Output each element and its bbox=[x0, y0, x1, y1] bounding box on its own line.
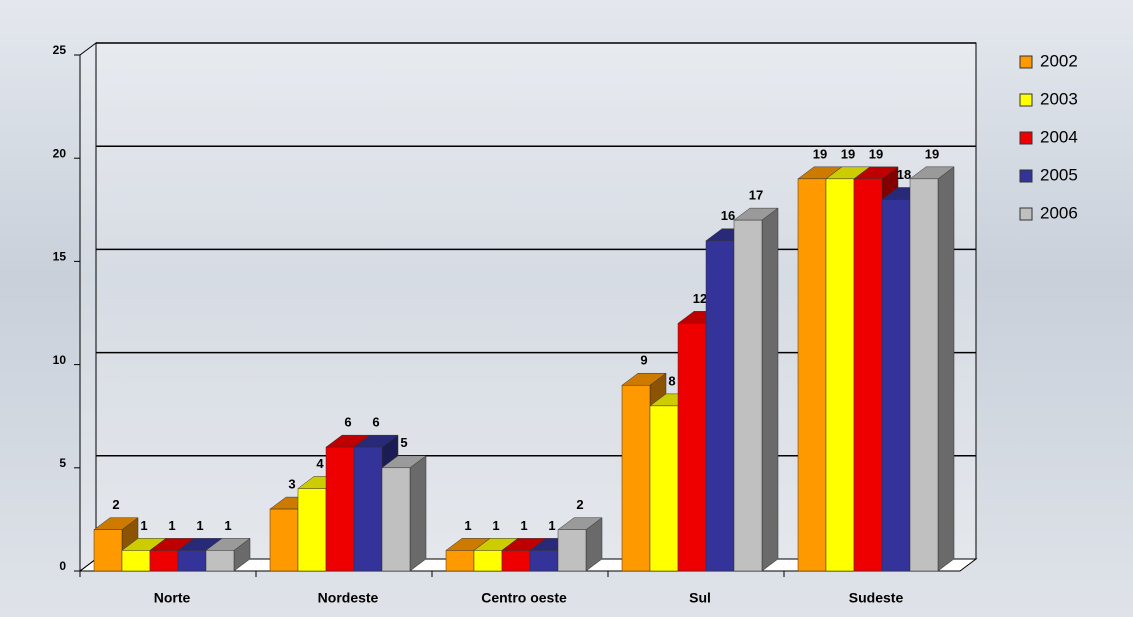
y-tick-label: 20 bbox=[53, 146, 67, 160]
legend-swatch bbox=[1020, 132, 1032, 144]
bar bbox=[150, 550, 178, 571]
bar-side bbox=[938, 167, 954, 571]
value-label: 1 bbox=[168, 518, 175, 533]
value-label: 9 bbox=[640, 353, 647, 368]
x-tick-label: Sul bbox=[689, 590, 711, 606]
value-label: 1 bbox=[520, 518, 527, 533]
bar bbox=[502, 550, 530, 571]
bar bbox=[94, 530, 122, 571]
bar bbox=[854, 179, 882, 571]
value-label: 19 bbox=[869, 146, 883, 161]
value-label: 3 bbox=[288, 477, 295, 492]
legend-swatch bbox=[1020, 56, 1032, 68]
value-label: 6 bbox=[372, 415, 379, 430]
value-label: 19 bbox=[813, 146, 827, 161]
y-tick-label: 5 bbox=[59, 456, 66, 470]
bar bbox=[354, 447, 382, 571]
value-label: 16 bbox=[721, 208, 735, 223]
bar-side bbox=[762, 208, 778, 571]
value-label: 5 bbox=[400, 435, 407, 450]
bar bbox=[326, 447, 354, 571]
bar bbox=[530, 550, 558, 571]
bar bbox=[270, 509, 298, 571]
legend-swatch bbox=[1020, 208, 1032, 220]
x-tick-label: Sudeste bbox=[849, 590, 904, 606]
value-label: 12 bbox=[693, 291, 707, 306]
legend-label: 2004 bbox=[1040, 127, 1078, 146]
value-label: 2 bbox=[576, 497, 583, 512]
x-tick-label: Norte bbox=[154, 590, 191, 606]
value-label: 8 bbox=[668, 373, 675, 388]
bar bbox=[122, 550, 150, 571]
value-label: 1 bbox=[224, 518, 231, 533]
value-label: 1 bbox=[196, 518, 203, 533]
value-label: 17 bbox=[749, 188, 763, 203]
legend-label: 2006 bbox=[1040, 203, 1078, 222]
legend-label: 2003 bbox=[1040, 89, 1078, 108]
value-label: 6 bbox=[344, 415, 351, 430]
value-label: 18 bbox=[897, 167, 911, 182]
value-label: 2 bbox=[112, 497, 119, 512]
bar bbox=[650, 406, 678, 571]
y-tick-label: 25 bbox=[53, 43, 67, 57]
bar bbox=[382, 468, 410, 571]
bar bbox=[678, 323, 706, 571]
bar bbox=[826, 179, 854, 571]
bar bbox=[622, 385, 650, 571]
bar bbox=[882, 199, 910, 571]
value-label: 1 bbox=[548, 518, 555, 533]
legend-swatch bbox=[1020, 170, 1032, 182]
value-label: 19 bbox=[841, 146, 855, 161]
legend-swatch bbox=[1020, 94, 1032, 106]
value-label: 1 bbox=[140, 518, 147, 533]
bar bbox=[178, 550, 206, 571]
x-tick-label: Centro oeste bbox=[481, 590, 567, 606]
value-label: 4 bbox=[316, 456, 324, 471]
bar bbox=[474, 550, 502, 571]
side-wall bbox=[80, 43, 96, 571]
bar bbox=[558, 530, 586, 571]
legend-label: 2005 bbox=[1040, 165, 1078, 184]
value-label: 1 bbox=[464, 518, 471, 533]
bar bbox=[206, 550, 234, 571]
bar bbox=[798, 179, 826, 571]
y-tick-label: 15 bbox=[53, 250, 67, 264]
bar bbox=[446, 550, 474, 571]
bar bbox=[706, 241, 734, 571]
bar bbox=[734, 220, 762, 571]
y-tick-label: 10 bbox=[53, 353, 67, 367]
value-label: 19 bbox=[925, 146, 939, 161]
chart: 0510152025NorteNordesteCentro oesteSulSu… bbox=[0, 0, 1133, 617]
value-label: 1 bbox=[492, 518, 499, 533]
bar-side bbox=[410, 456, 426, 571]
bar bbox=[910, 179, 938, 571]
y-tick-label: 0 bbox=[59, 559, 66, 573]
x-tick-label: Nordeste bbox=[318, 590, 379, 606]
legend-label: 2002 bbox=[1040, 51, 1078, 70]
bar bbox=[298, 488, 326, 571]
